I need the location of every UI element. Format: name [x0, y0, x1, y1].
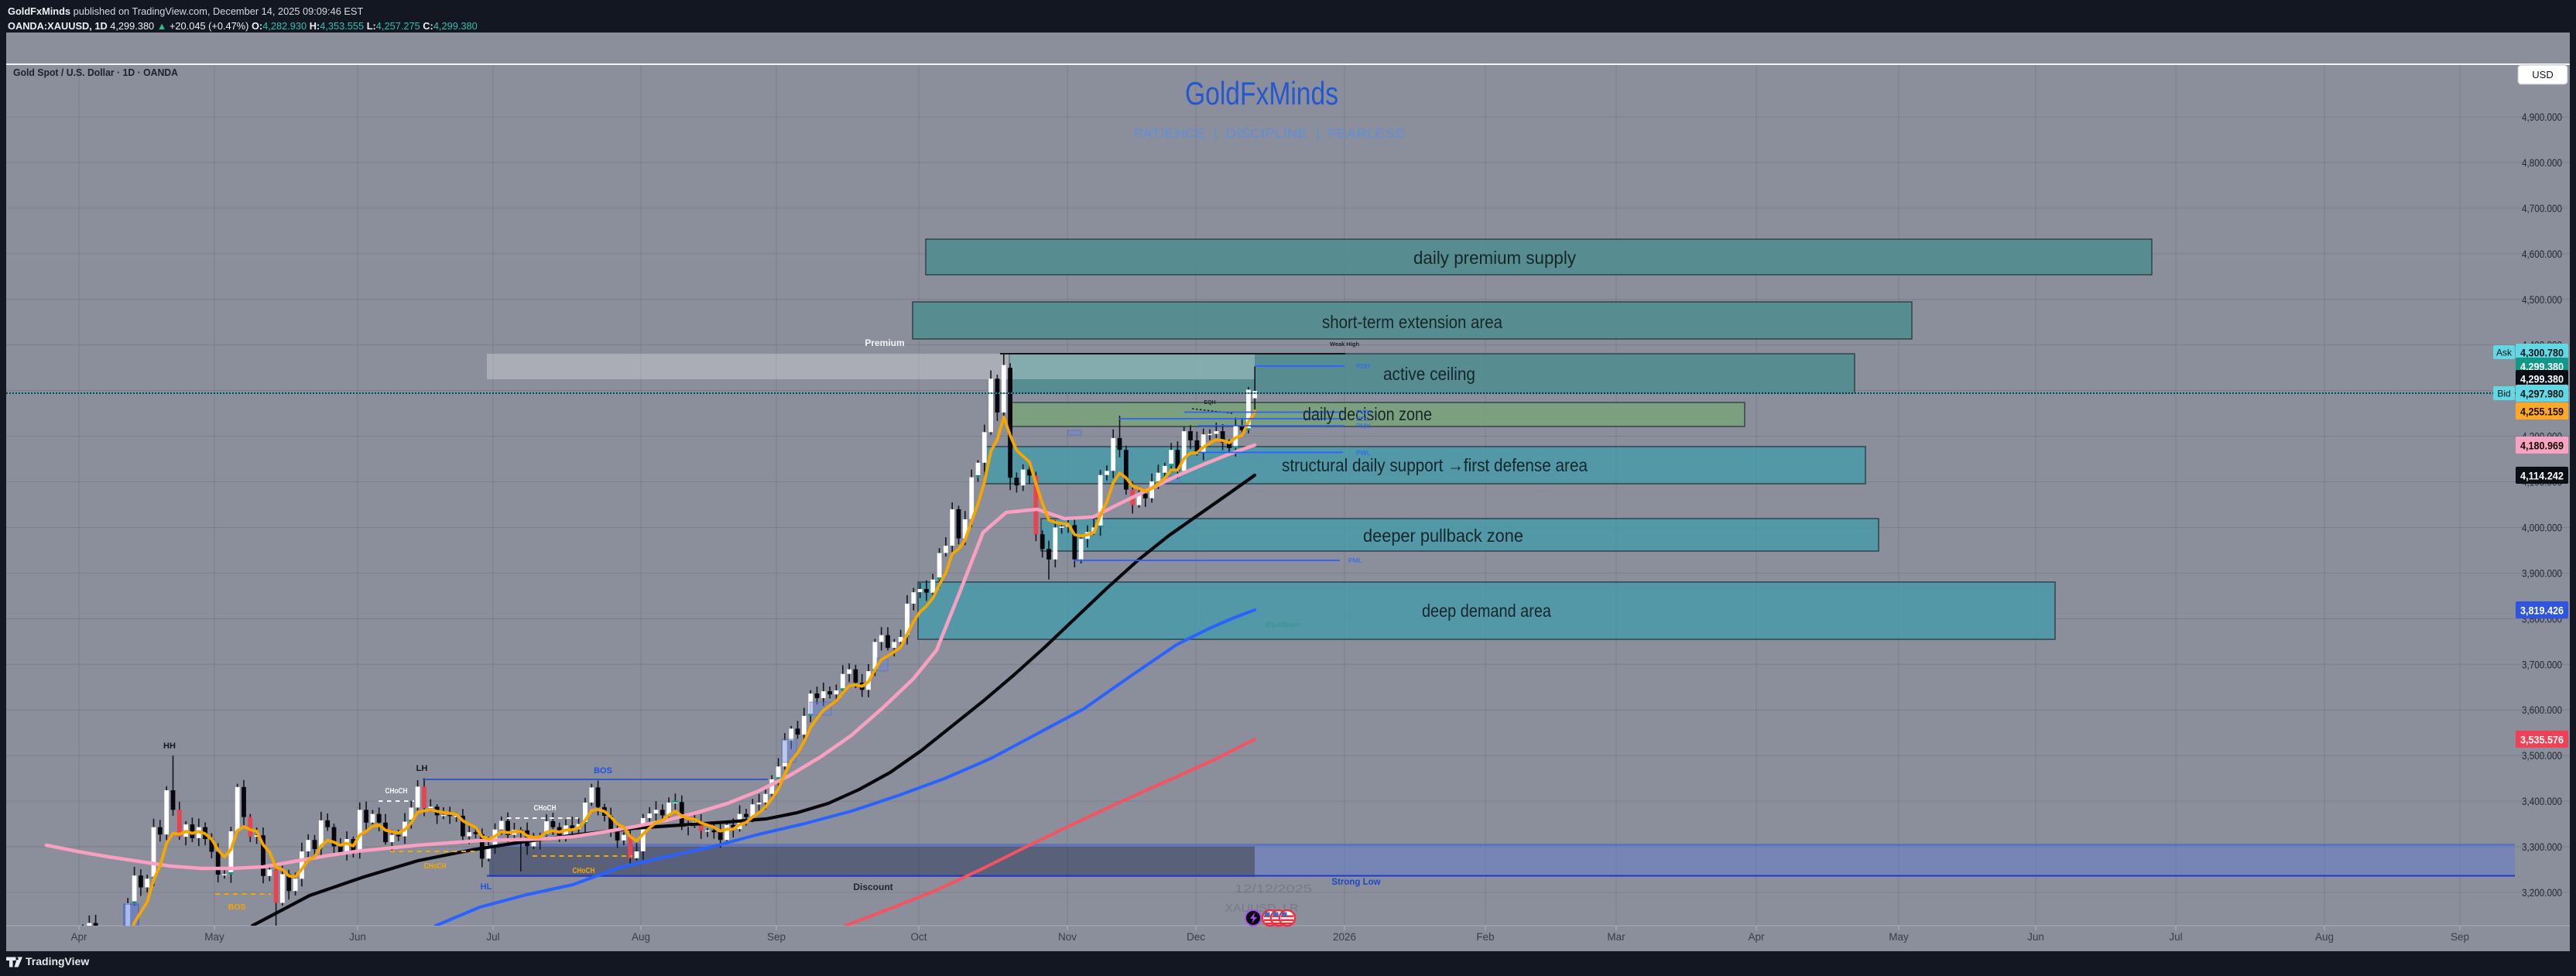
svg-text:CHoCH: CHoCH [424, 861, 447, 871]
svg-text:3,700.000: 3,700.000 [2522, 659, 2562, 670]
svg-text:BOS: BOS [594, 766, 612, 776]
svg-text:active ceiling: active ceiling [1383, 364, 1475, 384]
svg-text:Jul: Jul [2169, 931, 2182, 943]
svg-text:Weak High: Weak High [1330, 341, 1360, 348]
svg-text:3,200.000: 3,200.000 [2522, 887, 2562, 899]
svg-text:4,600.000: 4,600.000 [2522, 248, 2562, 260]
svg-text:deep demand area: deep demand area [1422, 601, 1551, 621]
svg-text:USD: USD [2532, 69, 2553, 80]
svg-text:4,180.969: 4,180.969 [2520, 440, 2564, 452]
svg-text:Aug: Aug [2315, 931, 2334, 943]
svg-text:PWH: PWH [1356, 409, 1372, 416]
svg-text:Gold Spot / U.S. Dollar · 1D ·: Gold Spot / U.S. Dollar · 1D · OANDA [13, 67, 179, 78]
svg-text:4,299.380: 4,299.380 [2520, 374, 2564, 385]
svg-text:4,114.242: 4,114.242 [2520, 471, 2564, 482]
svg-text:3,535.576: 3,535.576 [2520, 735, 2564, 746]
svg-text:Jun: Jun [2027, 931, 2044, 943]
svg-text:CHoCH: CHoCH [573, 866, 595, 875]
svg-text:12/12/2025: 12/12/2025 [1235, 882, 1312, 896]
svg-text:HH: HH [163, 741, 176, 751]
svg-text:BOS: BOS [228, 902, 246, 912]
svg-text:daily decision zone: daily decision zone [1303, 404, 1432, 424]
svg-text:Strong Low: Strong Low [1331, 878, 1380, 887]
svg-text:Premium: Premium [865, 337, 904, 348]
svg-text:HL: HL [481, 882, 492, 892]
svg-text:Discount: Discount [853, 882, 892, 892]
svg-text:Apr: Apr [1748, 931, 1765, 943]
svg-text:Equilibrium: Equilibrium [1266, 621, 1301, 628]
svg-text:EQH: EQH [1204, 400, 1215, 406]
svg-text:PMH: PMH [1356, 422, 1371, 430]
svg-text:May: May [1889, 931, 1909, 943]
svg-text:PDL: PDL [1356, 415, 1369, 423]
svg-text:3,300.000: 3,300.000 [2522, 841, 2562, 853]
svg-text:LH: LH [416, 764, 428, 773]
svg-text:4,500.000: 4,500.000 [2522, 294, 2562, 306]
svg-text:PATIENCE | DISCIPLINE | FE: PATIENCE | DISCIPLINE | FEARLESS [1134, 126, 1405, 141]
svg-text:Aug: Aug [632, 931, 650, 943]
svg-text:4,300.780: 4,300.780 [2520, 348, 2564, 359]
svg-text:4,000.000: 4,000.000 [2522, 522, 2562, 534]
svg-text:4,297.980: 4,297.980 [2520, 389, 2564, 400]
svg-text:3,819.426: 3,819.426 [2520, 605, 2564, 617]
svg-text:CHoCH: CHoCH [385, 786, 408, 796]
svg-text:Dec: Dec [1187, 931, 1205, 943]
svg-text:Feb: Feb [1476, 931, 1494, 943]
svg-text:4,800.000: 4,800.000 [2522, 157, 2562, 169]
svg-text:PWL: PWL [1356, 449, 1371, 457]
svg-text:short-term extension area: short-term extension area [1322, 312, 1502, 332]
svg-text:OANDA:XAUUSD, 1D 4,299.380 ▲: OANDA:XAUUSD, 1D 4,299.380 ▲ +20.045 (+0… [8, 20, 478, 32]
svg-text:GoldFxMinds published on Tradi: GoldFxMinds published on TradingView.com… [8, 5, 363, 17]
svg-text:2026: 2026 [1333, 931, 1356, 943]
svg-text:Jul: Jul [486, 931, 499, 943]
svg-text:structural daily support →firs: structural daily support →first defense … [1282, 455, 1588, 475]
svg-text:3,900.000: 3,900.000 [2522, 567, 2562, 579]
svg-text:3,400.000: 3,400.000 [2522, 796, 2562, 807]
svg-text:4,700.000: 4,700.000 [2522, 203, 2562, 214]
svg-text:Bid: Bid [2497, 389, 2510, 399]
svg-text:May: May [204, 931, 224, 943]
svg-text:3,600.000: 3,600.000 [2522, 704, 2562, 716]
svg-text:TradingView: TradingView [26, 955, 89, 967]
svg-text:Sep: Sep [2451, 931, 2469, 943]
svg-text:4,900.000: 4,900.000 [2522, 111, 2562, 123]
svg-text:Jun: Jun [349, 931, 366, 943]
svg-text:deeper pullback zone: deeper pullback zone [1363, 526, 1523, 546]
svg-text:4,299.380: 4,299.380 [2520, 361, 2564, 373]
svg-text:daily premium supply: daily premium supply [1413, 248, 1576, 268]
svg-text:Apr: Apr [70, 931, 87, 943]
svg-text:Ask: Ask [2496, 348, 2513, 358]
svg-text:Mar: Mar [1607, 931, 1625, 943]
svg-text:Oct: Oct [910, 931, 927, 943]
svg-text:Nov: Nov [1058, 931, 1077, 943]
svg-text:PDH: PDH [1356, 362, 1370, 370]
svg-text:3,500.000: 3,500.000 [2522, 750, 2562, 762]
svg-text:PML: PML [1348, 556, 1362, 564]
svg-text:CHoCH: CHoCH [534, 803, 557, 813]
svg-text:4,255.159: 4,255.159 [2520, 406, 2564, 418]
svg-text:GoldFxMinds: GoldFxMinds [1185, 75, 1338, 111]
svg-text:Sep: Sep [767, 931, 786, 943]
